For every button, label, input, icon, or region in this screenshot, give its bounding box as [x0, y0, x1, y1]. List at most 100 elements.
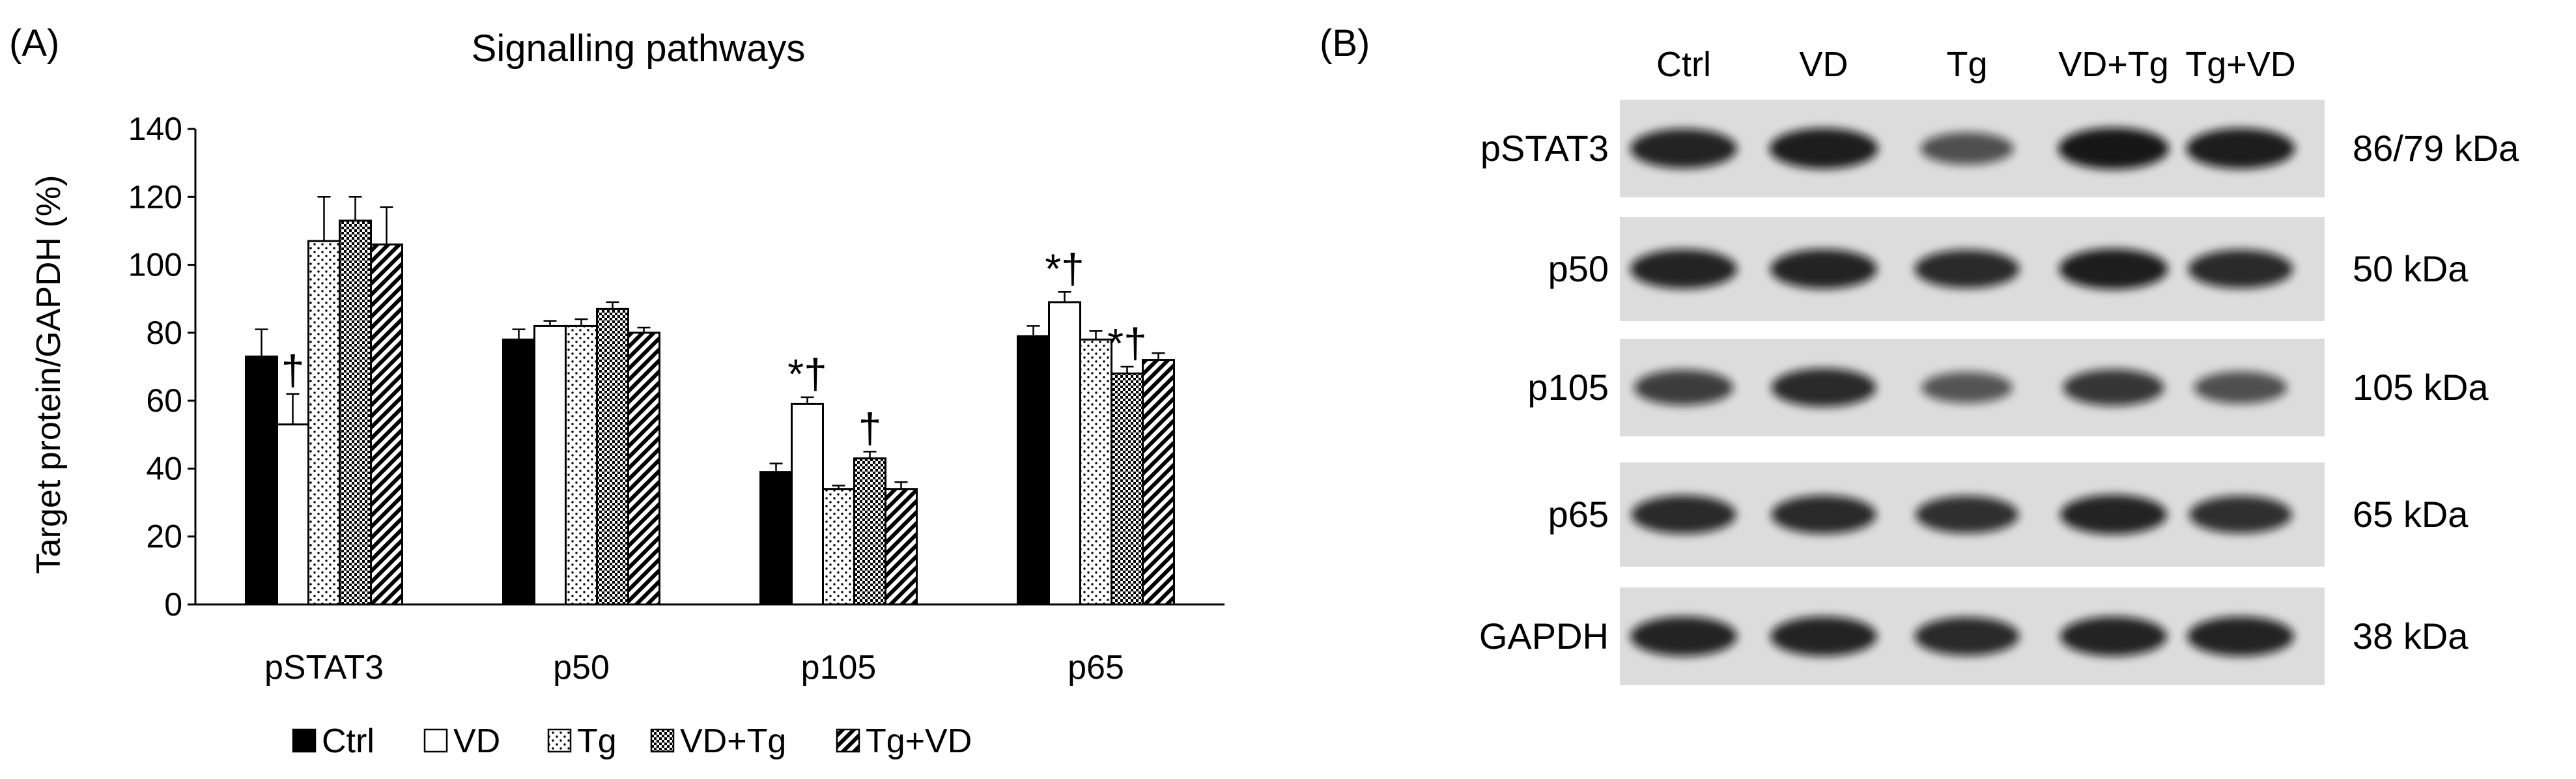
- legend-label: VD+Tg: [680, 722, 786, 760]
- x-tick-label: p65: [1068, 649, 1124, 687]
- blot-band: [1914, 617, 2020, 656]
- annotation-p65-VD: *†: [1045, 245, 1084, 292]
- blot-band: [1631, 495, 1736, 534]
- y-tick-label: 140: [128, 111, 182, 147]
- blot-band: [2063, 369, 2164, 406]
- blot-band: [1770, 616, 1877, 657]
- protein-label: p105: [1527, 367, 1609, 408]
- x-axis-ticks: pSTAT3 p50 p105 p65: [264, 649, 1124, 687]
- blot-row-p65: p65 65 kDa: [1548, 462, 2469, 567]
- lane-label-Ctrl: Ctrl: [1656, 45, 1711, 84]
- blot-band: [1920, 132, 2014, 165]
- error-bar: [1026, 325, 1040, 337]
- y-axis-ticks: 0 20 40 60 80 100 120 140: [128, 111, 195, 623]
- error-bar: [380, 206, 393, 245]
- y-tick-label: 0: [164, 586, 182, 623]
- legend-label: Ctrl: [322, 722, 375, 760]
- significance-annotations: † *† † *† *†: [281, 245, 1147, 451]
- blot-band: [2188, 249, 2293, 289]
- error-bar: [800, 396, 814, 404]
- bar-Ctrl-p65: [1017, 335, 1050, 606]
- bar-VD+Tg-p105: [853, 457, 886, 606]
- legend-item-Tg: Tg: [547, 722, 617, 760]
- bar-VD+Tg-p50: [596, 307, 629, 606]
- error-bar: [1089, 330, 1103, 340]
- legend-swatch: [650, 728, 675, 753]
- blot-band: [2189, 496, 2292, 533]
- kda-label: 38 kDa: [2353, 616, 2469, 657]
- blot-band: [1921, 372, 2013, 403]
- bar-Ctrl-p105: [759, 471, 793, 606]
- legend-swatch: [292, 728, 317, 753]
- legend-item-Ctrl: Ctrl: [292, 722, 375, 760]
- legend-item-VD+Tg: VD+Tg: [650, 722, 786, 760]
- protein-label: pSTAT3: [1480, 128, 1609, 169]
- legend-item-VD: VD: [423, 722, 500, 760]
- error-bar: [348, 196, 362, 221]
- error-bar: [286, 393, 300, 425]
- blot-row-GAPDH: GAPDH 38 kDa: [1479, 588, 2469, 685]
- blot-band: [2058, 128, 2169, 169]
- error-bar: [894, 481, 908, 489]
- error-bar: [863, 451, 877, 459]
- western-blot: Ctrl VD Tg VD+Tg Tg+VD pSTAT3 86/79 kDa p50 50 k…: [1479, 45, 2519, 685]
- error-bar: [637, 326, 651, 333]
- annotation-p65-VD+Tg: *†: [1107, 320, 1147, 367]
- error-bar: [769, 462, 783, 472]
- blot-band: [2059, 248, 2168, 290]
- blot-band: [2186, 128, 2295, 169]
- y-axis-label: Target protein/GAPDH (%): [30, 175, 68, 574]
- protein-label: p50: [1548, 248, 1609, 289]
- bar-Tg-p65: [1079, 338, 1112, 606]
- bar-Tg-p105: [822, 488, 855, 606]
- error-bar: [1152, 352, 1165, 360]
- legend-label: Tg: [577, 722, 617, 760]
- blot-band: [1769, 128, 1878, 169]
- legend-swatch: [423, 728, 448, 753]
- y-tick-label: 40: [146, 450, 182, 487]
- bar-Tg-p50: [565, 324, 598, 606]
- blot-band: [1914, 249, 2020, 289]
- y-tick-label: 100: [128, 247, 182, 283]
- x-tick-label: p50: [553, 649, 610, 687]
- bar-VD-p65: [1048, 301, 1081, 606]
- panel-b-label: (B): [1320, 22, 1370, 64]
- y-tick-label: 80: [146, 315, 182, 351]
- error-bar: [574, 318, 588, 326]
- error-bar: [255, 328, 268, 357]
- lane-label-Tg+VD: Tg+VD: [2185, 45, 2296, 84]
- annotation-p105-VD: *†: [787, 350, 827, 397]
- blot-band: [1630, 249, 1737, 289]
- protein-label: p65: [1548, 494, 1609, 535]
- lane-label-VD+Tg: VD+Tg: [2058, 45, 2169, 84]
- error-bar: [1058, 291, 1071, 302]
- blot-band: [2060, 616, 2167, 657]
- legend-label: VD: [453, 722, 500, 760]
- annotation-p105-VD+Tg: †: [858, 404, 882, 451]
- error-bar: [543, 320, 557, 326]
- x-tick-label: pSTAT3: [264, 649, 384, 687]
- blot-row-pSTAT3: pSTAT3 86/79 kDa: [1480, 100, 2519, 197]
- bar-VD+Tg-pSTAT3: [339, 220, 372, 606]
- blot-row-p50: p50 50 kDa: [1548, 217, 2469, 321]
- blot-band: [2060, 494, 2167, 535]
- kda-label: 86/79 kDa: [2353, 128, 2519, 169]
- protein-label: GAPDH: [1479, 616, 1609, 657]
- blot-row-p105: p105 105 kDa: [1527, 339, 2489, 436]
- y-tick-label: 20: [146, 518, 182, 555]
- lane-label-Tg: Tg: [1946, 45, 1987, 84]
- error-bar: [317, 196, 331, 242]
- error-bar: [1120, 365, 1134, 374]
- x-tick-label: p105: [801, 649, 877, 687]
- bar-chart: Signalling pathways Target protein/GAPDH…: [30, 27, 1224, 760]
- kda-label: 65 kDa: [2353, 494, 2469, 535]
- bar-VD-pSTAT3: [276, 423, 309, 606]
- panel-a-label: (A): [9, 22, 59, 64]
- blot-band: [2187, 616, 2294, 657]
- bar-Ctrl-pSTAT3: [245, 355, 278, 606]
- legend-swatch: [836, 728, 860, 753]
- blot-band: [1771, 368, 1876, 407]
- legend-item-Tg+VD: Tg+VD: [836, 722, 972, 760]
- bar-VD-p105: [791, 403, 824, 606]
